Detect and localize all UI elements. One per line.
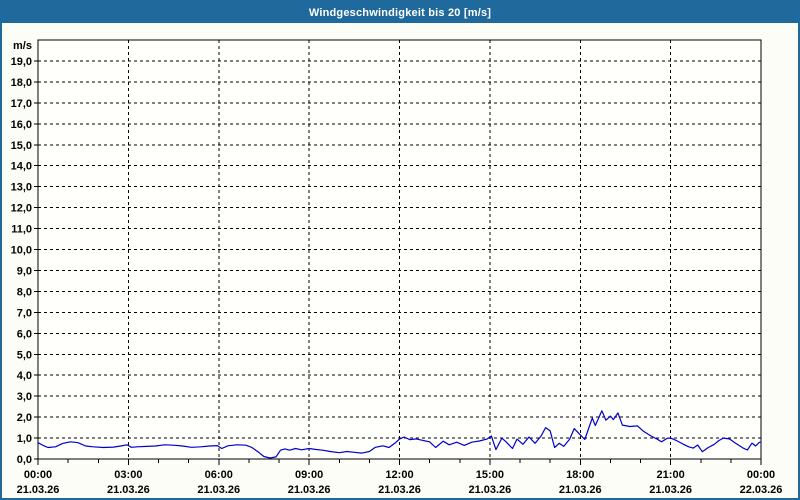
x-tick-time-label: 12:00 — [385, 469, 413, 481]
x-tick-time-label: 00:00 — [747, 469, 775, 481]
x-tick-time-label: 03:00 — [114, 469, 142, 481]
x-tick-time-label: 18:00 — [566, 469, 594, 481]
y-tick-label: 12,0 — [11, 203, 32, 215]
y-tick-label: 2,0 — [17, 412, 32, 424]
chart-title: Windgeschwindigkeit bis 20 [m/s] — [308, 6, 492, 19]
x-tick-time-label: 00:00 — [24, 469, 52, 481]
y-tick-label: 11,0 — [11, 224, 32, 236]
y-tick-label: 16,0 — [11, 119, 32, 131]
x-tick-date-label: 21.03.26 — [17, 484, 60, 496]
y-tick-label: 1,0 — [17, 433, 32, 445]
x-tick-date-label: 21.03.26 — [107, 484, 150, 496]
y-tick-label: 7,0 — [17, 307, 32, 319]
y-tick-label: 18,0 — [11, 77, 32, 89]
x-tick-date-label: 21.03.26 — [288, 484, 331, 496]
y-tick-label: 19,0 — [11, 56, 32, 68]
y-tick-label: 8,0 — [17, 286, 32, 298]
wind-speed-series-line — [37, 410, 762, 459]
y-tick-label: 4,0 — [17, 370, 32, 382]
y-tick-label: 15,0 — [11, 140, 32, 152]
x-tick-time-label: 09:00 — [295, 469, 323, 481]
x-tick-date-label: 21.03.26 — [559, 484, 602, 496]
y-tick-label: 14,0 — [11, 161, 32, 173]
x-tick-date-label: 21.03.26 — [197, 484, 240, 496]
y-tick-label: 5,0 — [17, 349, 32, 361]
y-tick-label: 0,0 — [17, 454, 32, 466]
y-tick-label: 17,0 — [11, 98, 32, 110]
x-tick-time-label: 15:00 — [476, 469, 504, 481]
x-tick-time-label: 21:00 — [657, 469, 685, 481]
y-tick-label: 13,0 — [11, 182, 32, 194]
x-tick-date-label: 22.03.26 — [740, 484, 783, 496]
x-tick-time-label: 06:00 — [205, 469, 233, 481]
x-tick-date-label: 21.03.26 — [378, 484, 421, 496]
x-tick-date-label: 21.03.26 — [649, 484, 692, 496]
y-tick-label: 3,0 — [17, 391, 32, 403]
y-tick-label: 9,0 — [17, 265, 32, 277]
y-axis-unit-label: m/s — [13, 40, 32, 52]
x-tick-date-label: 21.03.26 — [468, 484, 511, 496]
title-bar: Windgeschwindigkeit bis 20 [m/s] — [2, 2, 798, 23]
y-tick-label: 6,0 — [17, 328, 32, 340]
y-tick-label: 10,0 — [11, 245, 32, 257]
